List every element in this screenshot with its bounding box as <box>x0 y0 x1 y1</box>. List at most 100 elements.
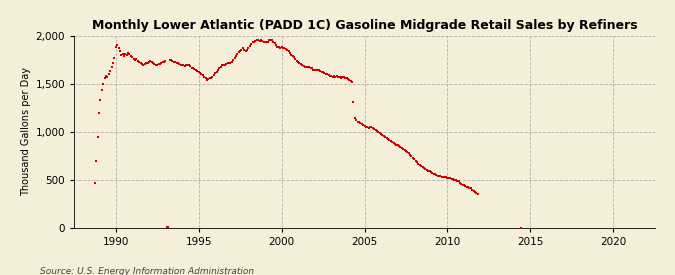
Point <box>456 182 466 186</box>
Point <box>264 37 275 42</box>
Point <box>392 143 403 148</box>
Point <box>211 70 222 75</box>
Point <box>439 175 450 179</box>
Point <box>235 49 246 53</box>
Point <box>381 136 392 140</box>
Point <box>259 39 269 44</box>
Point <box>391 142 402 147</box>
Point <box>232 52 243 56</box>
Point <box>399 148 410 152</box>
Point <box>404 151 414 155</box>
Point <box>471 190 482 195</box>
Point <box>367 126 378 130</box>
Point <box>254 38 265 43</box>
Point <box>256 38 267 43</box>
Point <box>244 44 255 48</box>
Point <box>348 100 359 104</box>
Point <box>416 163 427 168</box>
Point <box>424 169 435 174</box>
Point <box>435 174 446 178</box>
Point <box>409 157 420 161</box>
Point <box>171 60 182 65</box>
Point <box>429 172 440 177</box>
Point <box>438 175 449 179</box>
Point <box>302 64 313 69</box>
Point <box>153 61 164 66</box>
Point <box>263 39 273 44</box>
Point <box>319 71 330 75</box>
Point <box>248 39 259 44</box>
Point <box>387 139 398 144</box>
Point <box>321 72 331 76</box>
Point <box>395 145 406 150</box>
Point <box>463 185 474 189</box>
Point <box>464 186 475 190</box>
Point <box>122 53 132 57</box>
Point <box>185 63 196 68</box>
Point <box>421 167 432 172</box>
Point <box>355 121 366 125</box>
Point <box>155 61 165 66</box>
Point <box>119 54 130 58</box>
Point <box>242 48 252 52</box>
Point <box>326 74 337 78</box>
Point <box>330 75 341 79</box>
Text: Source: U.S. Energy Information Administration: Source: U.S. Energy Information Administ… <box>40 267 254 275</box>
Point <box>246 42 256 46</box>
Point <box>466 186 477 190</box>
Point <box>453 179 464 183</box>
Point <box>126 54 136 58</box>
Point <box>273 45 284 50</box>
Point <box>384 138 395 142</box>
Point <box>289 55 300 59</box>
Point <box>293 59 304 64</box>
Point <box>219 62 230 67</box>
Point <box>385 138 396 143</box>
Point <box>240 49 251 53</box>
Point <box>323 73 334 78</box>
Point <box>271 43 281 48</box>
Point <box>152 62 163 67</box>
Point <box>310 68 321 73</box>
Point <box>202 78 213 82</box>
Point <box>369 127 379 131</box>
Point <box>277 46 288 51</box>
Point <box>297 62 308 67</box>
Point <box>164 58 175 62</box>
Point <box>418 165 429 170</box>
Point <box>376 132 387 136</box>
Point <box>515 226 526 230</box>
Point <box>223 60 234 65</box>
Point <box>352 120 363 125</box>
Point <box>458 183 469 187</box>
Point <box>292 59 302 63</box>
Point <box>99 76 110 80</box>
Point <box>425 170 436 175</box>
Point <box>269 41 280 46</box>
Point <box>394 144 404 148</box>
Point <box>160 59 171 63</box>
Point <box>265 37 276 42</box>
Point <box>149 61 160 66</box>
Point <box>340 76 350 80</box>
Point <box>214 66 225 71</box>
Point <box>284 51 295 55</box>
Point <box>182 62 193 67</box>
Point <box>346 79 356 83</box>
Point <box>442 176 453 180</box>
Point <box>90 181 101 185</box>
Point <box>247 40 258 45</box>
Point <box>389 141 400 146</box>
Point <box>192 69 202 73</box>
Point <box>105 69 115 73</box>
Point <box>275 46 286 51</box>
Point <box>200 76 211 80</box>
Point <box>169 59 180 64</box>
Point <box>103 72 114 76</box>
Point <box>360 125 371 130</box>
Point <box>417 164 428 169</box>
Point <box>236 48 247 52</box>
Point <box>298 63 309 68</box>
Point <box>371 129 382 133</box>
Point <box>132 59 143 63</box>
